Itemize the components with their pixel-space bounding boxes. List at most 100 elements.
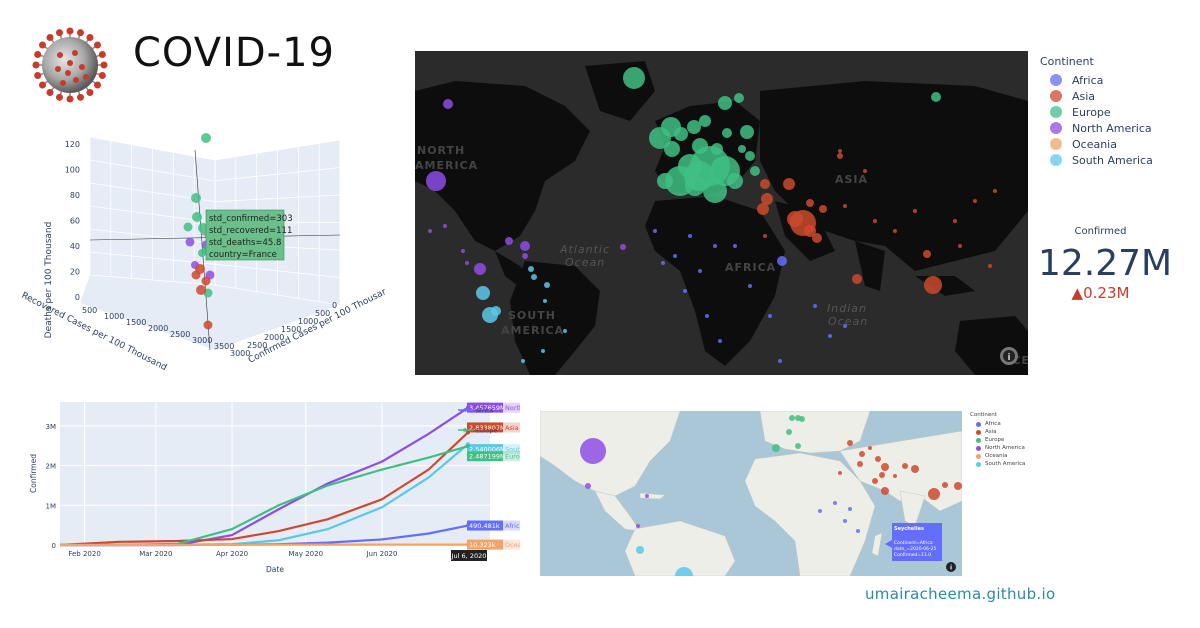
map-bubble[interactable] xyxy=(738,145,746,153)
map-bubble[interactable] xyxy=(745,151,755,161)
map-bubble[interactable] xyxy=(718,96,732,110)
map-bubble[interactable] xyxy=(428,229,432,233)
map-bubble[interactable] xyxy=(818,509,822,513)
map-bubble[interactable] xyxy=(563,329,567,333)
map-bubble[interactable] xyxy=(688,234,692,238)
map-bubble[interactable] xyxy=(645,494,649,498)
map-bubble[interactable] xyxy=(580,438,606,464)
map-bubble[interactable] xyxy=(893,229,897,233)
map-bubble[interactable] xyxy=(828,334,832,338)
map-bubble[interactable] xyxy=(799,416,805,422)
scatter-point[interactable] xyxy=(196,285,206,295)
map-bubble[interactable] xyxy=(777,256,787,266)
scatter-point[interactable] xyxy=(191,193,201,203)
map-bubble[interactable] xyxy=(761,193,773,205)
scatter-point[interactable] xyxy=(201,276,211,286)
map-bubble[interactable] xyxy=(993,189,997,193)
map-bubble[interactable] xyxy=(772,444,780,452)
scatter-3d-chart[interactable]: std_confirmed=303 std_recovered=111 std_… xyxy=(10,125,405,375)
map-bubble[interactable] xyxy=(520,241,530,251)
map-bubble[interactable] xyxy=(699,115,711,127)
map-bubble[interactable] xyxy=(843,324,847,328)
legend-item[interactable]: Africa xyxy=(970,420,1025,428)
map-bubble[interactable] xyxy=(893,474,897,478)
map-bubble[interactable] xyxy=(806,199,814,207)
map-bubble[interactable] xyxy=(636,546,644,554)
map-bubble[interactable] xyxy=(778,359,782,363)
scatter-point[interactable] xyxy=(198,249,206,257)
map-bubble[interactable] xyxy=(673,254,677,258)
map-bubble[interactable] xyxy=(843,519,847,523)
legend-item[interactable]: South America xyxy=(1040,152,1153,168)
scatter-point[interactable] xyxy=(192,212,202,222)
legend-item[interactable]: South America xyxy=(970,460,1025,468)
legend-item[interactable]: Africa xyxy=(1040,72,1153,88)
light-world-map[interactable]: Seychelles Continent=Africa date_=2020-0… xyxy=(539,410,963,585)
legend-item[interactable]: Europe xyxy=(1040,104,1153,120)
map-bubble[interactable] xyxy=(476,286,490,300)
map-bubble[interactable] xyxy=(698,269,702,273)
map-bubble[interactable] xyxy=(649,127,671,149)
map-bubble[interactable] xyxy=(819,205,827,213)
map-bubble[interactable] xyxy=(843,204,847,208)
map-bubble[interactable] xyxy=(872,478,878,484)
map-bubble[interactable] xyxy=(461,249,465,253)
map-bubble[interactable] xyxy=(902,463,908,469)
map-bubble[interactable] xyxy=(636,524,640,528)
map-bubble[interactable] xyxy=(757,203,769,215)
map-bubble[interactable] xyxy=(913,209,917,213)
map-bubble[interactable] xyxy=(863,169,867,173)
map-bubble[interactable] xyxy=(543,299,547,303)
map-bubble[interactable] xyxy=(674,127,688,141)
map-bubble[interactable] xyxy=(879,472,885,478)
map-bubble[interactable] xyxy=(924,276,942,294)
map-bubble[interactable] xyxy=(931,92,941,102)
map-bubble[interactable] xyxy=(748,284,752,288)
map-bubble[interactable] xyxy=(837,153,843,159)
map-bubble[interactable] xyxy=(787,211,803,227)
map-bubble[interactable] xyxy=(750,166,760,176)
scatter-point[interactable] xyxy=(183,222,193,232)
map-bubble[interactable] xyxy=(763,234,767,238)
map-bubble[interactable] xyxy=(443,224,447,228)
scatter-point[interactable] xyxy=(185,237,195,247)
map-bubble[interactable] xyxy=(657,173,673,189)
map-bubble[interactable] xyxy=(740,125,754,139)
map-bubble[interactable] xyxy=(923,250,931,258)
map-bubble[interactable] xyxy=(988,264,992,268)
map-bubble[interactable] xyxy=(585,483,591,489)
map-bubble[interactable] xyxy=(786,429,792,435)
legend-label[interactable]: Africa xyxy=(476,408,493,415)
info-icon[interactable]: i xyxy=(946,562,956,572)
map-bubble[interactable] xyxy=(528,266,534,272)
map-bubble[interactable] xyxy=(664,141,680,157)
map-bubble[interactable] xyxy=(928,488,940,500)
map-bubble[interactable] xyxy=(813,304,817,308)
map-bubble[interactable] xyxy=(768,314,772,318)
dark-world-map[interactable]: NORTH AMERICA AFRICA ASIA SOUTH AMERICA … xyxy=(415,51,1029,375)
map-bubble[interactable] xyxy=(857,461,863,467)
map-bubble[interactable] xyxy=(733,244,737,248)
map-bubble[interactable] xyxy=(953,219,957,223)
confirmed-line-chart[interactable]: 0 1M 2M 3M Feb 2020 Mar 2020 Apr 2020 May 2020 J… xyxy=(29,395,553,575)
map-bubble[interactable] xyxy=(804,225,816,237)
map-bubble[interactable] xyxy=(881,463,889,471)
series-line[interactable] xyxy=(59,431,469,547)
footer-site-link[interactable]: umairacheema.github.io xyxy=(865,585,1056,603)
map-bubble[interactable] xyxy=(443,99,453,109)
map-bubble[interactable] xyxy=(760,179,770,189)
map-bubble[interactable] xyxy=(875,456,881,462)
map-bubble[interactable] xyxy=(852,274,862,284)
map-bubble[interactable] xyxy=(873,219,877,223)
legend-item[interactable]: Europe xyxy=(970,436,1025,444)
map-bubble[interactable] xyxy=(544,282,550,288)
map-bubble[interactable] xyxy=(954,482,962,490)
map-bubble[interactable] xyxy=(620,244,626,250)
map-bubble[interactable] xyxy=(474,263,486,275)
map-bubble[interactable] xyxy=(465,261,469,265)
map-bubble[interactable] xyxy=(521,359,525,363)
map-bubble[interactable] xyxy=(541,349,545,353)
map-bubble[interactable] xyxy=(942,482,948,488)
scatter-point[interactable] xyxy=(191,270,201,280)
scatter-point[interactable] xyxy=(203,320,213,330)
